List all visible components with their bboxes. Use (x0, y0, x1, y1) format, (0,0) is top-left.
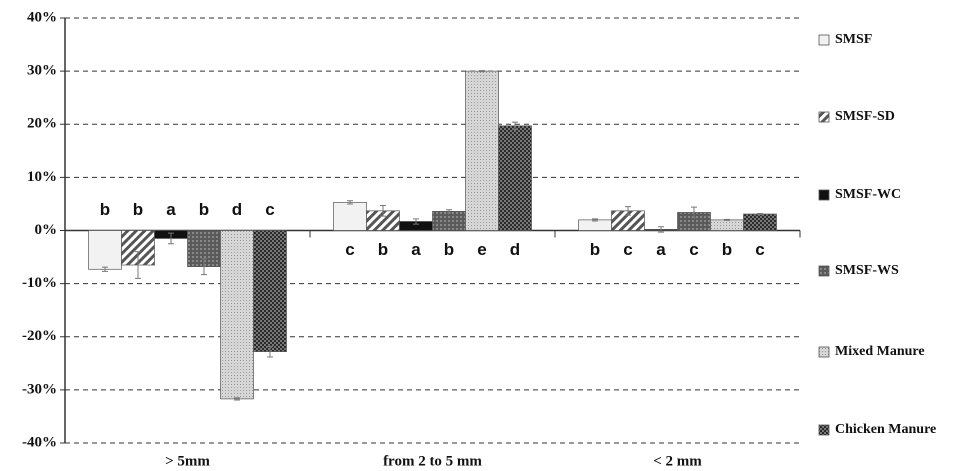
significance-letter: c (755, 240, 764, 259)
significance-letter: a (166, 200, 176, 219)
error-bar (691, 206, 697, 219)
significance-letter: b (722, 240, 732, 259)
x-tick-label: > 5mm (165, 453, 210, 469)
bar (498, 125, 532, 231)
significance-letter: a (656, 240, 666, 259)
bar (333, 201, 367, 231)
error-bar (201, 258, 207, 276)
significance-letter: c (345, 240, 354, 259)
bar (253, 230, 287, 352)
error-bar (413, 218, 419, 225)
significance-letter: b (100, 200, 110, 219)
x-tick-label: from 2 to 5 mm (383, 453, 482, 469)
significance-letter: b (378, 240, 388, 259)
error-bar (446, 209, 452, 214)
significance-letter: b (444, 240, 454, 259)
y-tick-label: -20% (22, 328, 57, 344)
y-tick-label: 30% (27, 63, 57, 79)
error-bar (512, 121, 518, 131)
y-tick-label: 20% (27, 116, 57, 132)
y-tick-label: 10% (27, 169, 57, 185)
significance-letter: c (265, 200, 274, 219)
error-bar (479, 70, 485, 73)
legend-label: Mixed Manure (835, 344, 925, 359)
error-bar (592, 218, 598, 222)
bar (710, 219, 744, 231)
legend-label: SMSF (835, 32, 872, 47)
significance-letter: c (689, 240, 698, 259)
legend-swatch (818, 189, 830, 201)
legend-label: Chicken Manure (835, 422, 936, 437)
legend-label: SMSF-WC (835, 187, 901, 202)
bar (432, 211, 466, 231)
legend-label: SMSF-SD (835, 109, 895, 124)
bar (743, 213, 777, 231)
legend-label: SMSF-WS (835, 263, 899, 278)
significance-letter: c (623, 240, 632, 259)
error-bar (380, 205, 386, 217)
y-tick-label: 40% (27, 9, 57, 25)
significance-letter: d (510, 240, 520, 259)
significance-letter: b (199, 200, 209, 219)
y-tick-label: -10% (22, 275, 57, 291)
error-bar (724, 218, 730, 221)
bar (88, 230, 122, 270)
error-bar (168, 232, 174, 245)
error-bar (135, 251, 141, 279)
significance-letter: a (411, 240, 421, 259)
error-bar (625, 206, 631, 216)
error-bar (757, 213, 763, 216)
y-tick-label: -40% (22, 434, 57, 450)
legend-swatch (818, 346, 830, 358)
significance-letter: b (590, 240, 600, 259)
error-bar (234, 397, 240, 401)
significance-letter: e (477, 240, 486, 259)
legend-swatch (818, 424, 830, 436)
error-bar (347, 200, 353, 205)
bar (578, 219, 612, 231)
legend-swatch (818, 34, 830, 46)
legend-swatch (818, 265, 830, 277)
significance-letter: d (232, 200, 242, 219)
error-bar (658, 226, 664, 233)
x-tick-label: < 2 mm (653, 453, 702, 469)
significance-letter: b (133, 200, 143, 219)
y-tick-label: 0% (35, 222, 58, 238)
error-bar (267, 345, 273, 358)
error-bar (102, 266, 108, 272)
legend-swatch (818, 111, 830, 123)
bar (220, 230, 254, 400)
bar (465, 70, 499, 231)
y-tick-label: -30% (22, 381, 57, 397)
